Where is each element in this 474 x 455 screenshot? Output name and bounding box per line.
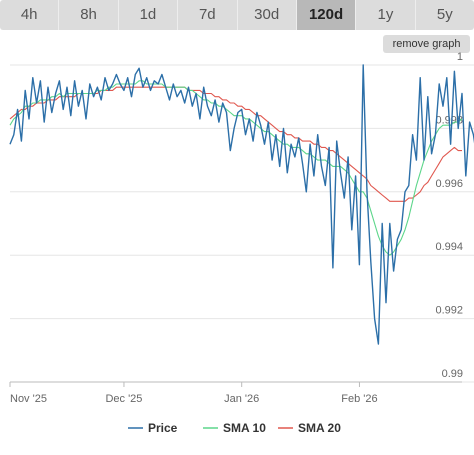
tab-7d[interactable]: 7d bbox=[178, 0, 238, 30]
tab-1d[interactable]: 1d bbox=[119, 0, 179, 30]
y-tick-label: 0.99 bbox=[442, 368, 463, 380]
remove-graph-button[interactable]: remove graph bbox=[383, 35, 470, 53]
chart-lines bbox=[9, 64, 474, 345]
tab-30d[interactable]: 30d bbox=[238, 0, 297, 30]
y-tick-label: 1 bbox=[457, 51, 463, 63]
chart-grid bbox=[10, 64, 474, 383]
series-line-sma-10 bbox=[9, 80, 463, 256]
chart-legend: Price SMA 10 SMA 20 bbox=[128, 421, 341, 435]
y-tick-label: 0.992 bbox=[435, 305, 463, 317]
legend-label[interactable]: SMA 20 bbox=[298, 421, 341, 435]
x-tick-label: Feb '26 bbox=[341, 393, 377, 405]
x-tick-label: Dec '25 bbox=[105, 393, 142, 405]
tab-4h[interactable]: 4h bbox=[0, 0, 60, 30]
series-line-price bbox=[9, 64, 474, 345]
tab-1y[interactable]: 1y bbox=[356, 0, 416, 30]
y-tick-label: 0.996 bbox=[435, 178, 463, 190]
legend-label[interactable]: SMA 10 bbox=[223, 421, 266, 435]
tab-120d[interactable]: 120d bbox=[296, 0, 357, 30]
y-tick-label: 0.994 bbox=[435, 241, 463, 253]
x-tick-label: Nov '25 bbox=[10, 393, 47, 405]
timeframe-tabs: 4h 8h 1d 7d 30d 120d 1y 5y bbox=[0, 0, 474, 30]
legend-label[interactable]: Price bbox=[148, 421, 178, 435]
tab-8h[interactable]: 8h bbox=[59, 0, 119, 30]
x-axis: Nov '25 Dec '25 Jan '26 Feb '26 bbox=[9, 381, 462, 405]
tab-5y[interactable]: 5y bbox=[436, 6, 453, 23]
x-tick-label: Jan '26 bbox=[224, 393, 259, 405]
